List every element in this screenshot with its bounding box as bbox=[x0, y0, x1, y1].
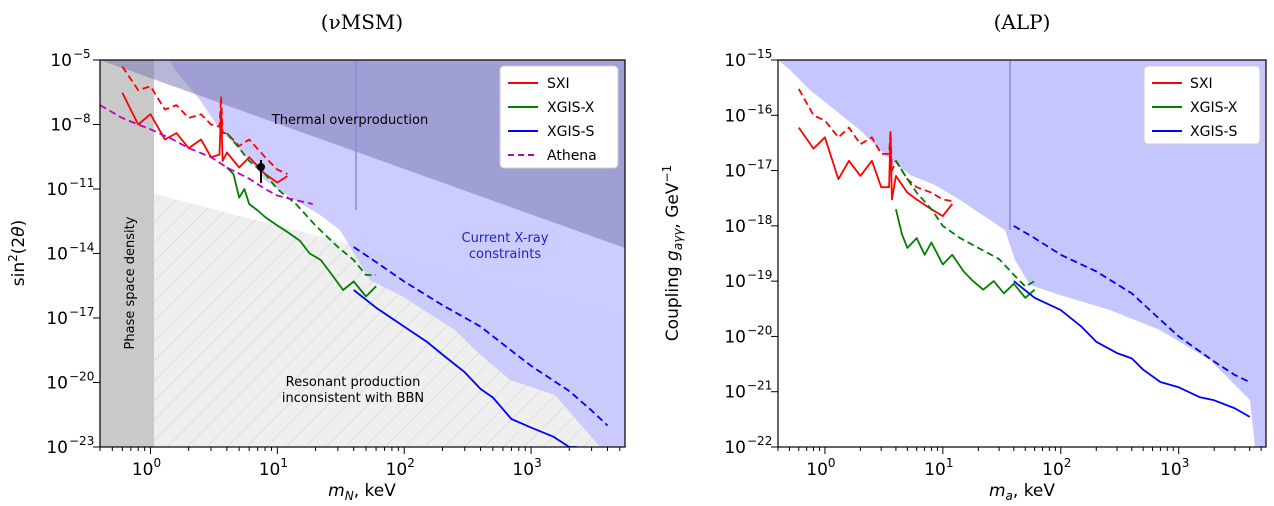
y-tick-label: 10−17 bbox=[724, 158, 772, 182]
legend-box bbox=[1143, 65, 1261, 145]
shaded-regions bbox=[778, 60, 1266, 447]
y-tick-label: 10−23 bbox=[46, 434, 94, 458]
x-axis-label: mN, keV bbox=[328, 481, 396, 503]
legend: SXI XGIS-X XGIS-S Athena bbox=[499, 65, 619, 169]
y-tick-label: 10−17 bbox=[46, 305, 94, 329]
y-tick-label: 10−14 bbox=[46, 241, 94, 265]
x-tick-label: 100 bbox=[806, 456, 835, 480]
svg-text:XGIS-S: XGIS-S bbox=[547, 124, 595, 140]
series-line-xgis-s-dashed bbox=[1013, 225, 1251, 383]
resonant-production-hatch bbox=[100, 180, 625, 447]
series-line-xgis-x-dashed bbox=[226, 132, 377, 276]
svg-text:XGIS-S: XGIS-S bbox=[1190, 124, 1238, 140]
legend-item-xgis-s: XGIS-S bbox=[508, 124, 595, 140]
phase-space-region bbox=[100, 60, 154, 447]
dark-matter-point bbox=[257, 160, 265, 183]
series-line-athena bbox=[100, 104, 313, 205]
legend-item-athena: Athena bbox=[508, 148, 597, 164]
annotation-bbn-2: inconsistent with BBN bbox=[282, 391, 424, 406]
legend-item-sxi: SXI bbox=[508, 76, 570, 92]
plot-frame bbox=[777, 59, 1267, 448]
legend-item-sxi: SXI bbox=[1152, 76, 1213, 92]
y-tick-label: 10−5 bbox=[50, 47, 90, 71]
series-line-xgis-x-dashed bbox=[895, 160, 1036, 288]
y-tick-label: 10−16 bbox=[724, 102, 772, 126]
series-lines bbox=[798, 88, 1251, 418]
y-axis-label: Coupling gaγγ, GeV−1 bbox=[660, 165, 685, 341]
series-line-sxi bbox=[121, 92, 288, 184]
y-tick-label: 10−22 bbox=[724, 434, 772, 458]
annotation-thermal: Thermal overproduction bbox=[271, 113, 428, 128]
x-tick-label: 103 bbox=[1160, 456, 1189, 480]
chart-title: (νMSM) bbox=[321, 10, 403, 34]
annotation-xray-1: Current X-ray bbox=[462, 231, 549, 246]
legend-item-xgis-x: XGIS-X bbox=[1152, 100, 1238, 116]
x-tick-label: 100 bbox=[132, 456, 161, 480]
y-tick-label: 10−8 bbox=[50, 112, 90, 136]
series-line-sxi-dashed bbox=[121, 65, 288, 175]
series-line-sxi-dashed bbox=[798, 88, 953, 202]
series-line-xgis-s bbox=[1013, 280, 1251, 418]
legend-item-xgis-s: XGIS-S bbox=[1152, 124, 1238, 140]
annotation-xray-2: constraints bbox=[469, 247, 541, 262]
y-tick-label: 10−19 bbox=[724, 268, 772, 292]
y-tick-label: 10−18 bbox=[724, 213, 772, 237]
legend-box bbox=[499, 65, 619, 169]
series-line-xgis-x bbox=[226, 166, 377, 298]
legend-item-xgis-x: XGIS-X bbox=[508, 100, 595, 116]
chart-numsm: (νMSM) Thermal overproduction Current X-… bbox=[6, 10, 626, 503]
x-ray-constraints-region bbox=[778, 60, 1266, 447]
svg-text:XGIS-X: XGIS-X bbox=[547, 100, 595, 116]
chart-alp: (ALP) 100 101 102 103 10−15 10−16 10−17 10−18 10… bbox=[660, 10, 1267, 503]
series-line-xgis-s bbox=[353, 289, 577, 447]
series-line-sxi bbox=[798, 127, 953, 218]
thermal-overproduction-region bbox=[100, 60, 625, 248]
x-tick-label: 101 bbox=[924, 456, 953, 480]
y-tick-label: 10−20 bbox=[46, 370, 94, 394]
y-tick-label: 10−11 bbox=[46, 176, 94, 200]
x-tick-label: 102 bbox=[386, 456, 415, 480]
x-axis-label: ma, keV bbox=[989, 481, 1055, 503]
y-tick-label: 10−20 bbox=[724, 323, 772, 347]
series-lines bbox=[100, 65, 609, 447]
annotation-bbn-1: Resonant production bbox=[286, 375, 421, 390]
legend: SXI XGIS-X XGIS-S bbox=[1143, 65, 1261, 145]
svg-text:XGIS-X: XGIS-X bbox=[1190, 100, 1238, 116]
x-tick-label: 102 bbox=[1042, 456, 1071, 480]
chart-title: (ALP) bbox=[994, 10, 1051, 34]
y-tick-label: 10−21 bbox=[724, 379, 772, 403]
y-axis-label: sin2(2θ) bbox=[6, 220, 29, 287]
x-tick-label: 101 bbox=[259, 456, 288, 480]
annotation-phase-space: Phase space density bbox=[123, 216, 138, 349]
y-tick-label: 10−15 bbox=[724, 47, 772, 71]
x-tick-label: 103 bbox=[512, 456, 541, 480]
data-point bbox=[257, 163, 265, 171]
series-line-xgis-x bbox=[895, 208, 1036, 299]
series-line-xgis-s-dashed bbox=[353, 246, 609, 427]
svg-text:SXI: SXI bbox=[547, 76, 570, 92]
svg-text:Athena: Athena bbox=[547, 148, 597, 164]
svg-text:SXI: SXI bbox=[1190, 76, 1213, 92]
